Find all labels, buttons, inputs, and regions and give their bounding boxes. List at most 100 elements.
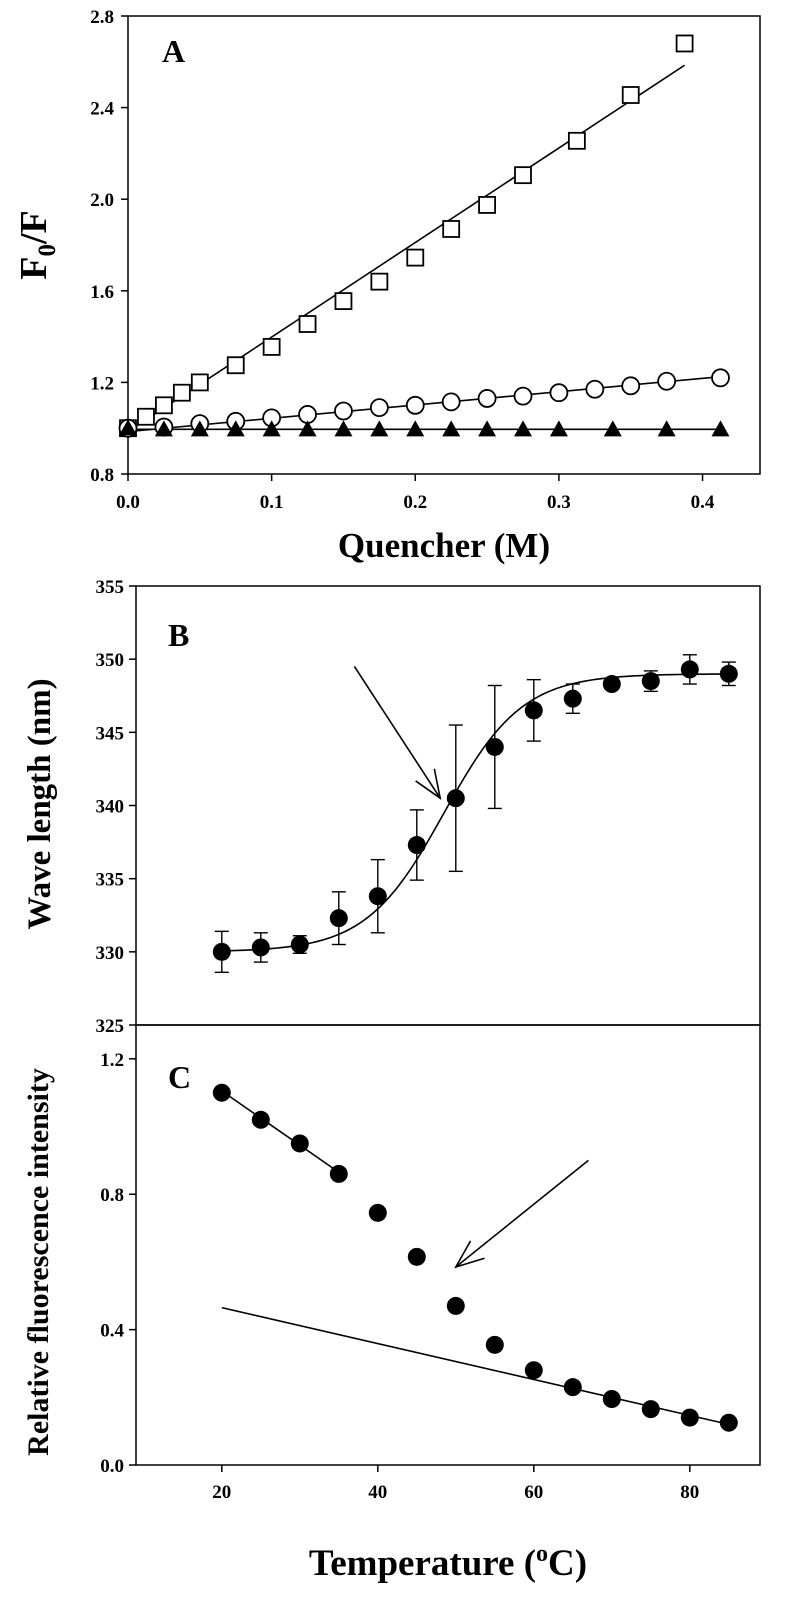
panel-c-arrow-head xyxy=(454,1240,485,1269)
panel-a-x-tick-label: 0.4 xyxy=(691,492,715,513)
panel-a-point-triangles xyxy=(711,420,730,437)
panel-a-y-tick-label: 0.8 xyxy=(90,465,114,486)
panel-c-point xyxy=(719,1413,738,1432)
panel-a-y-axis-title: F0/F xyxy=(13,210,61,280)
panel-a-x-tick-label: 0.2 xyxy=(403,492,427,513)
panel-c-point xyxy=(641,1400,660,1419)
panel-b-y-tick-label: 330 xyxy=(96,943,125,964)
panel-c-x-tick-label: 20 xyxy=(212,1482,231,1503)
panel-b-point xyxy=(719,664,738,683)
panel-b-point xyxy=(329,909,348,928)
panel-a-x-tick-label: 0.0 xyxy=(116,492,140,513)
panel-a-point-triangles xyxy=(154,420,173,437)
panel-b-point xyxy=(368,887,387,906)
panel-a-point-circles xyxy=(585,379,605,399)
panel-a-frame xyxy=(127,15,761,475)
panel-b-fit-curve xyxy=(221,673,729,952)
panel-a-point-squares xyxy=(514,166,532,185)
panel-a-point-circles xyxy=(334,401,353,421)
panel-a-point-squares xyxy=(675,34,694,53)
panel-c-x-tick-label: 60 xyxy=(524,1482,543,1503)
panel-c-x-axis-title: Temperature (oC) xyxy=(309,1541,587,1584)
panel-a-point-squares xyxy=(442,220,461,238)
panel-c-point xyxy=(524,1361,543,1380)
panel-a-point-triangles xyxy=(514,420,532,437)
panel-a-point-squares xyxy=(567,131,586,150)
panel-c-point xyxy=(368,1203,387,1222)
panel-a-y-tick-label: 1.2 xyxy=(90,373,114,394)
panel-a-point-circles xyxy=(513,386,533,406)
panel-c-label: C xyxy=(168,1059,191,1095)
panel-a-point-triangles xyxy=(657,420,676,437)
panel-a-point-squares xyxy=(406,248,425,267)
panel-c-x-axis-title-superscript: o xyxy=(536,1541,548,1567)
panel-b-y-axis-title: Wave length (nm) xyxy=(22,678,58,929)
panel-b-point xyxy=(485,737,504,756)
panel-c-y-tick-label: 0.4 xyxy=(100,1321,124,1342)
panel-a-point-squares xyxy=(137,407,155,426)
panel-c-point xyxy=(290,1134,309,1153)
panel-b-y-tick-label: 325 xyxy=(96,1016,125,1037)
panel-c-x-tick-label: 80 xyxy=(680,1482,699,1503)
panel-c-point xyxy=(212,1083,231,1102)
panel-c-x-axis-title-main: Temperature ( xyxy=(309,1543,536,1584)
panel-a-y-tick-label: 2.8 xyxy=(90,7,114,28)
panel-a-point-triangles xyxy=(549,420,568,437)
panel-a-point-triangles xyxy=(334,420,353,437)
panel-b-label: B xyxy=(168,617,189,653)
panel-a-fit-line-squares xyxy=(127,64,686,433)
panel-b-y-tick-label: 335 xyxy=(96,870,125,891)
panel-c-point xyxy=(407,1247,426,1266)
panel-c-y-tick-label: 1.2 xyxy=(100,1050,124,1071)
panel-a-y-tick-label: 1.6 xyxy=(90,282,114,303)
panel-b-point xyxy=(602,675,621,694)
panel-a-point-triangles xyxy=(370,420,389,437)
panel-a-point-triangles xyxy=(119,419,137,436)
panel-c-point xyxy=(251,1110,270,1129)
panel-a-point-triangles xyxy=(262,420,281,437)
panel-a-y-axis-title-main: F xyxy=(13,257,55,280)
panel-a-point-squares xyxy=(298,315,317,333)
panel-a-y-tick-label: 2.4 xyxy=(90,99,114,120)
panel-a-point-triangles xyxy=(298,420,317,437)
panel-a-point-triangles xyxy=(226,420,245,437)
panel-a-point-squares xyxy=(621,86,640,104)
panel-b-point xyxy=(563,689,582,708)
panel-c-x-axis-title-tail: C) xyxy=(548,1543,587,1584)
panel-a-point-squares xyxy=(190,373,209,392)
panel-a-point-squares xyxy=(262,338,281,356)
panel-c-point xyxy=(329,1164,348,1183)
panel-a-point-circles xyxy=(405,395,425,415)
panel-a-point-triangles xyxy=(603,420,622,437)
panel-b-y-tick-label: 355 xyxy=(96,577,125,598)
panel-c-point xyxy=(446,1296,465,1315)
panel-a-point-squares xyxy=(155,396,173,415)
panel-b-point xyxy=(212,942,231,961)
panel-c-frame xyxy=(135,1024,761,1466)
panel-a-y-tick-label: 2.0 xyxy=(90,190,114,211)
panel-b-point xyxy=(680,660,699,679)
panel-a-point-triangles xyxy=(190,420,209,437)
panel-a-y-axis-title-tail: /F xyxy=(13,210,55,245)
panel-b: 325 330 335 340 345 350 355 B Wave length (nm) xyxy=(22,577,761,1037)
panel-b-point xyxy=(446,789,465,808)
panel-b-point xyxy=(407,836,426,855)
panel-a-point-circles xyxy=(549,383,569,403)
panel-a-point-circles xyxy=(477,389,497,408)
panel-c-arrow-shaft xyxy=(455,1159,589,1268)
panel-c-point xyxy=(485,1335,504,1354)
panel-a-point-squares xyxy=(370,272,389,291)
panel-c-y-tick-label: 0.8 xyxy=(100,1185,124,1206)
panel-a-point-circles xyxy=(657,371,677,391)
panel-b-y-tick-label: 350 xyxy=(96,650,125,671)
panel-c-point xyxy=(563,1378,582,1397)
panel-a-point-squares xyxy=(226,356,245,375)
panel-c-fit-line-1 xyxy=(221,1090,340,1173)
panel-b-point xyxy=(524,701,543,720)
panel-c-y-axis-title: Relative fluorescence intensity xyxy=(22,1068,55,1456)
panel-a-point-circles xyxy=(711,368,730,388)
panel-b-point xyxy=(641,672,660,691)
panel-a-point-circles xyxy=(441,392,461,412)
panel-a: 0.0 0.1 0.2 0.3 0.4 0.8 1.2 1.6 2.0 2.4 2.8 A Quen… xyxy=(13,7,761,565)
